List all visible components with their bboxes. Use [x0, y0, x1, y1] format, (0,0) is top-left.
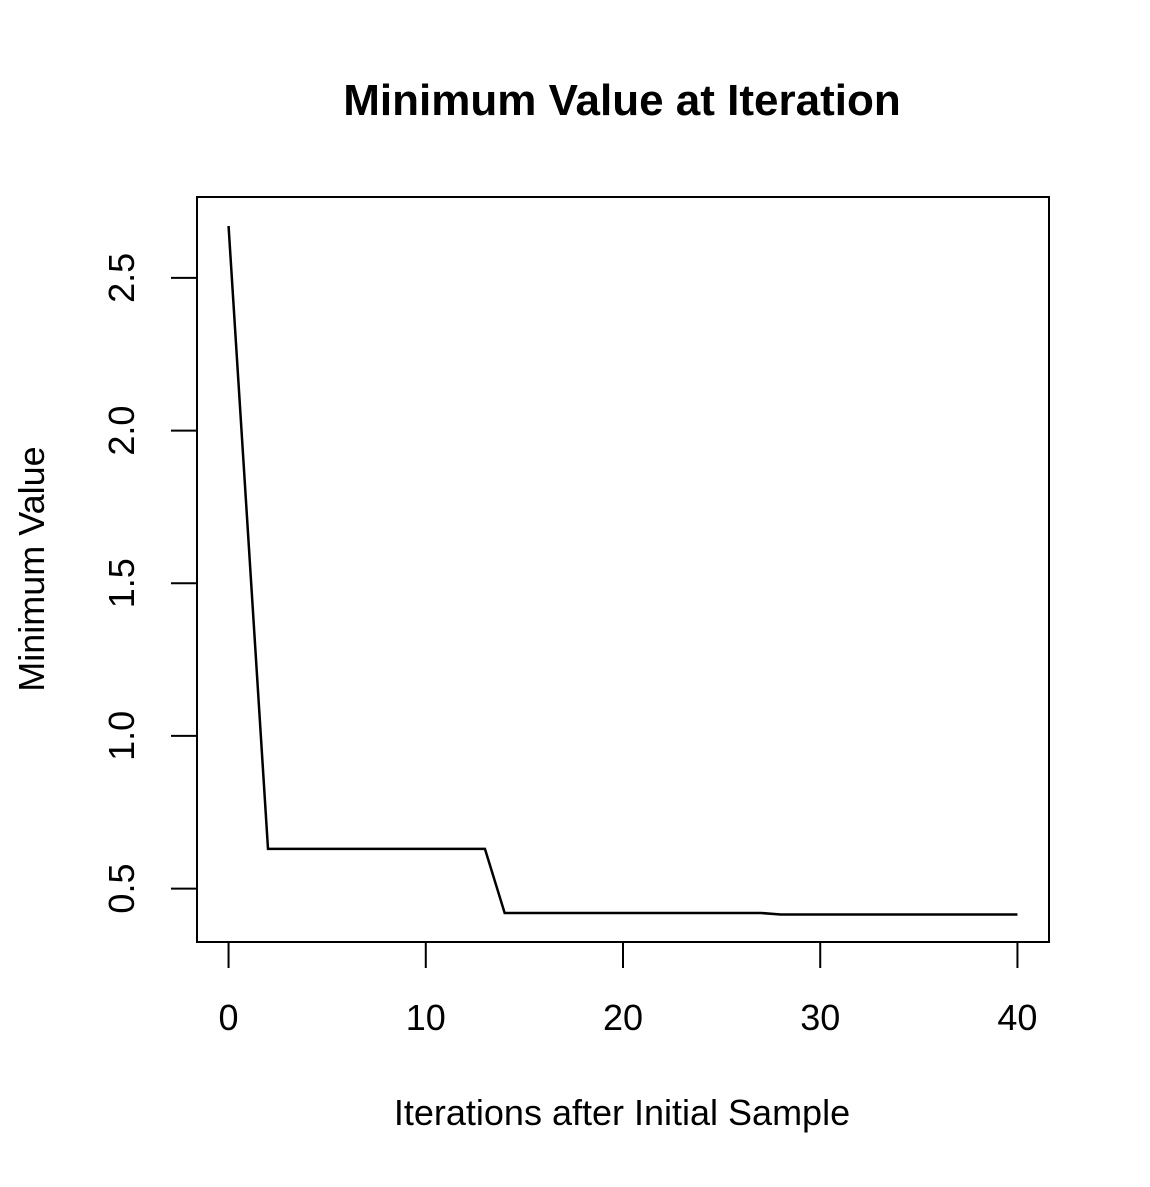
- x-tick-label: 40: [997, 997, 1037, 1038]
- y-tick-label: 2.5: [101, 253, 142, 303]
- x-tick-label: 10: [406, 997, 446, 1038]
- chart-title: Minimum Value at Iteration: [343, 76, 900, 125]
- series-line-0: [227, 225, 1018, 916]
- x-axis-label: Iterations after Initial Sample: [394, 1092, 850, 1133]
- x-tick-label: 30: [800, 997, 840, 1038]
- series-layer: [227, 225, 1018, 916]
- x-axis: 0 10 20 30 40: [219, 941, 1037, 1038]
- y-tick-label: 1.0: [101, 711, 142, 761]
- x-tick-label: 20: [603, 997, 643, 1038]
- plot-frame: [196, 196, 1050, 943]
- y-tick-label: 2.0: [101, 406, 142, 456]
- y-axis-label: Minimum Value: [11, 446, 52, 691]
- y-tick-label: 0.5: [101, 864, 142, 914]
- x-tick-label: 0: [219, 997, 239, 1038]
- y-tick-label: 1.5: [101, 558, 142, 608]
- y-axis: 0.5 1.0 1.5 2.0 2.5: [101, 253, 198, 914]
